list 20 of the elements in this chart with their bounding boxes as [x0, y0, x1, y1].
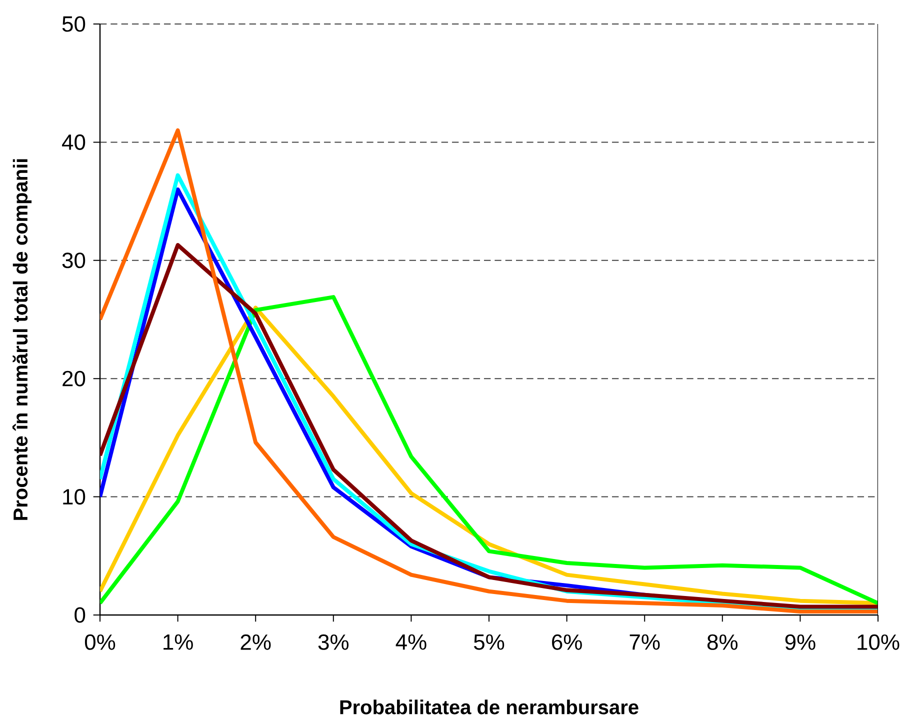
y-tick-label: 0 — [74, 607, 86, 623]
x-tick-label: 9% — [785, 634, 816, 650]
y-tick-label: 50 — [62, 16, 86, 32]
y-tick-label: 30 — [62, 252, 86, 268]
x-tick-label: 5% — [474, 634, 504, 650]
x-tick-label: 1% — [164, 634, 193, 650]
x-axis-title: Probabilitatea de nerambursare — [340, 700, 638, 714]
y-axis-title: Procente în numărul total de companii — [12, 159, 32, 520]
y-tick-label: 40 — [62, 134, 86, 150]
line-series — [100, 243, 878, 609]
y-tick-label: 20 — [62, 370, 86, 386]
x-tick-label: 4% — [396, 634, 426, 650]
x-tick-label: 8% — [707, 634, 738, 650]
x-tick-label: 7% — [630, 634, 660, 650]
y-tick-label: 10 — [63, 489, 86, 505]
x-tick-label: 0% — [84, 634, 116, 650]
x-tick-label: 2% — [240, 634, 271, 650]
x-tick-label: 10% — [858, 634, 900, 650]
x-tick-label: 3% — [318, 634, 349, 650]
x-tick-label: 6% — [552, 634, 582, 650]
